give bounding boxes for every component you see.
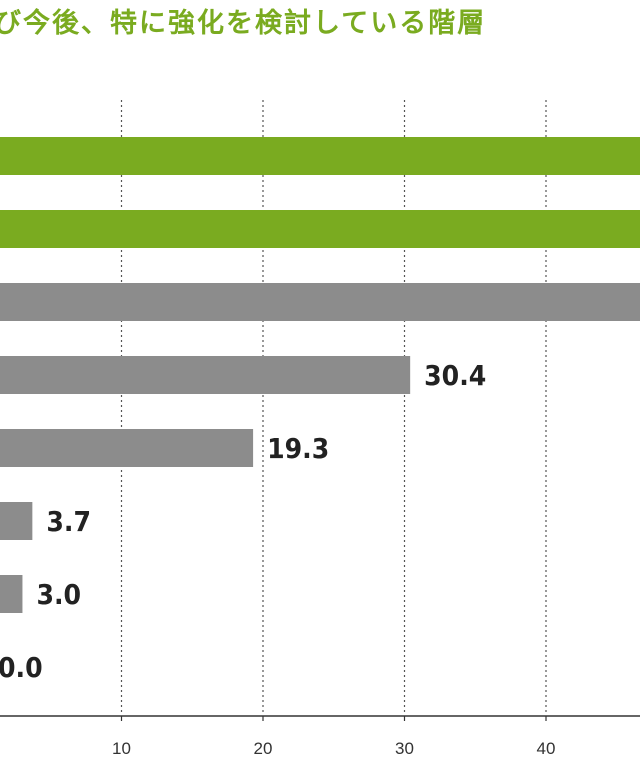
- data-label-7: 3.0: [36, 578, 81, 611]
- bar-2: [0, 210, 640, 248]
- tick-label-20: 20: [254, 739, 273, 758]
- bar-3: [0, 283, 640, 321]
- chart-title: び今後、特に強化を検討している階層: [0, 8, 487, 39]
- data-label-5: 19.3: [267, 432, 329, 465]
- bar-4: [0, 356, 411, 394]
- bar-6: [0, 502, 33, 540]
- tick-label-10: 10: [112, 739, 131, 758]
- data-label-8: 0.0: [0, 651, 43, 684]
- data-label-6: 3.7: [46, 505, 91, 538]
- bar-7: [0, 575, 23, 613]
- tick-label-40: 40: [537, 739, 556, 758]
- bar-1: [0, 137, 640, 175]
- tick-label-30: 30: [395, 739, 414, 758]
- bar-5: [0, 429, 254, 467]
- data-label-4: 30.4: [424, 359, 486, 392]
